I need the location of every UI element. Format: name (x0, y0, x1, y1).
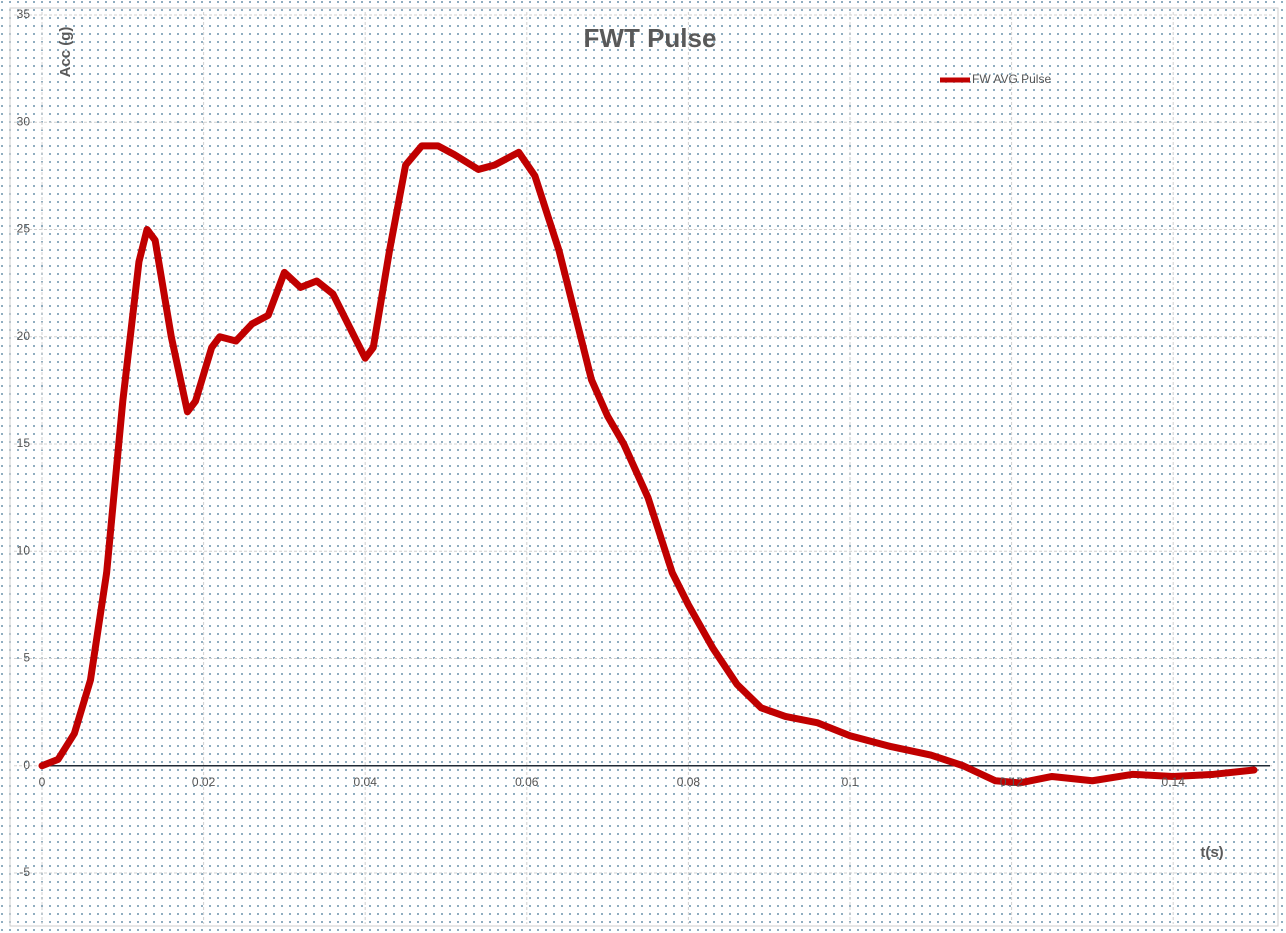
y-tick-label: -5 (19, 865, 30, 879)
y-tick-label: 10 (17, 543, 31, 557)
y-tick-label: 0 (23, 758, 30, 772)
y-axis-label: Acc (g) (57, 27, 74, 78)
x-tick-label: 0.06 (515, 775, 539, 789)
plot-border (9, 7, 1279, 927)
x-tick-label: 0.04 (354, 775, 378, 789)
y-tick-label: 35 (17, 7, 31, 21)
x-tick-label: 0.1 (842, 775, 859, 789)
chart-title: FWT Pulse (584, 23, 717, 53)
y-tick-label: 25 (17, 222, 31, 236)
x-tick-label: 0.14 (1162, 775, 1186, 789)
x-tick-label: 0 (39, 775, 46, 789)
data-line (38, 142, 1258, 787)
x-tick-label: 0.08 (677, 775, 701, 789)
x-axis-label: t(s) (1200, 844, 1223, 861)
y-tick-label: 20 (17, 329, 31, 343)
x-tick-label: 0.02 (192, 775, 216, 789)
x-tick-label: 0.12 (1000, 775, 1024, 789)
legend-label: FW AVG Pulse (972, 72, 1051, 86)
y-tick-label: 5 (23, 651, 30, 665)
y-tick-label: 30 (17, 114, 31, 128)
y-tick-label: 15 (17, 436, 31, 450)
